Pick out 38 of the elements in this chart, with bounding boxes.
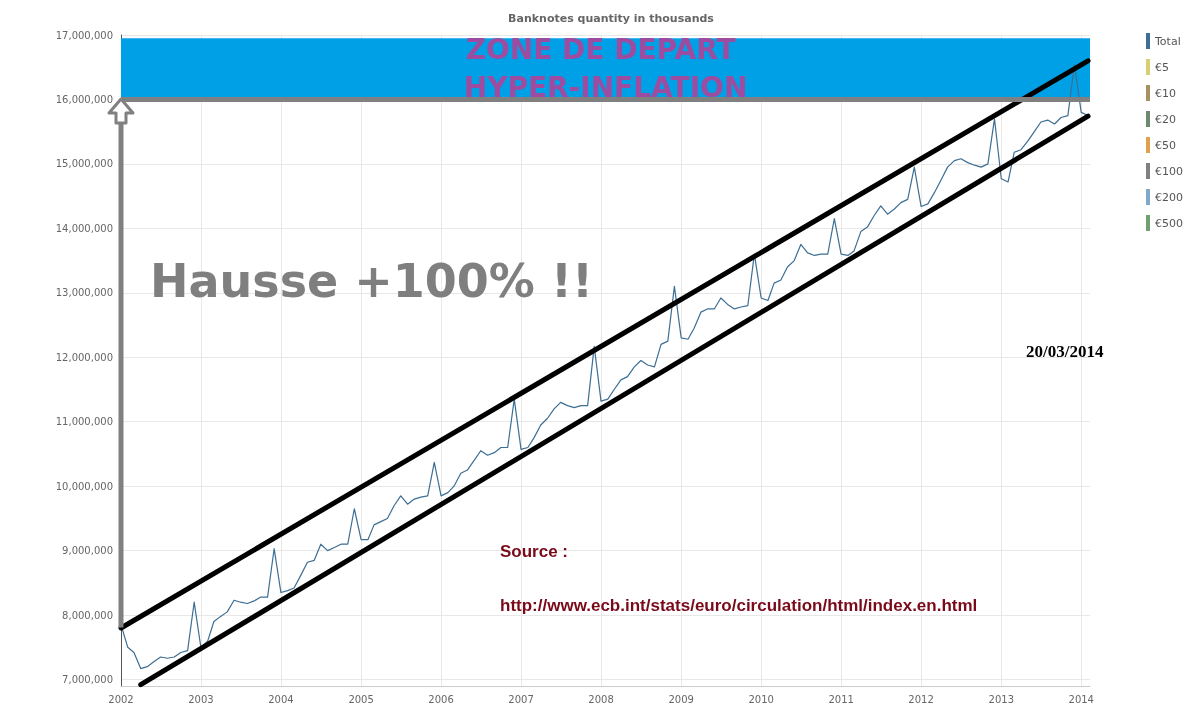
legend-label: €500 [1155,216,1184,230]
legend-label: €10 [1155,86,1177,100]
y-tick-label: 15,000,000 [55,158,113,170]
x-tick-label: 2006 [428,693,454,705]
x-tick-label: 2004 [268,693,294,705]
annotation: http://www.ecb.int/stats/euro/circulation/html/index.en.html [500,596,978,615]
legend-label: Total [1154,34,1181,48]
legend-label: €200 [1155,190,1184,204]
y-tick-label: 16,000,000 [55,93,113,105]
y-tick-label: 9,000,000 [62,545,113,557]
y-tick-label: 7,000,000 [62,674,113,686]
x-tick-label: 2012 [908,693,934,705]
y-tick-label: 10,000,000 [55,480,113,492]
annotation: Source : [500,542,569,561]
x-tick-label: 2008 [588,693,614,705]
chart-title: Banknotes quantity in thousands [508,12,715,25]
y-tick-label: 14,000,000 [55,222,113,234]
x-tick-label: 2002 [108,693,134,705]
annotation: Hausse +100% !! [150,254,593,308]
x-tick-label: 2013 [988,693,1014,705]
x-tick-label: 2003 [188,693,214,705]
legend-label: €20 [1155,112,1177,126]
y-tick-label: 12,000,000 [55,351,113,363]
x-tick-label: 2014 [1068,693,1094,705]
x-tick-label: 2010 [748,693,774,705]
y-tick-label: 11,000,000 [55,416,113,428]
x-tick-label: 2011 [828,693,854,705]
legend-label: €5 [1155,60,1170,74]
annotation: 20/03/2014 [1026,342,1104,361]
y-tick-label: 13,000,000 [55,287,113,299]
y-tick-label: 8,000,000 [62,609,113,621]
x-tick-label: 2005 [348,693,374,705]
legend-label: €50 [1155,138,1177,152]
legend-label: €100 [1155,164,1184,178]
x-tick-label: 2009 [668,693,694,705]
y-tick-label: 17,000,000 [55,29,113,41]
band-label: ZONE DE DEPART HYPER-INFLATION [463,33,748,105]
x-tick-label: 2007 [508,693,534,705]
